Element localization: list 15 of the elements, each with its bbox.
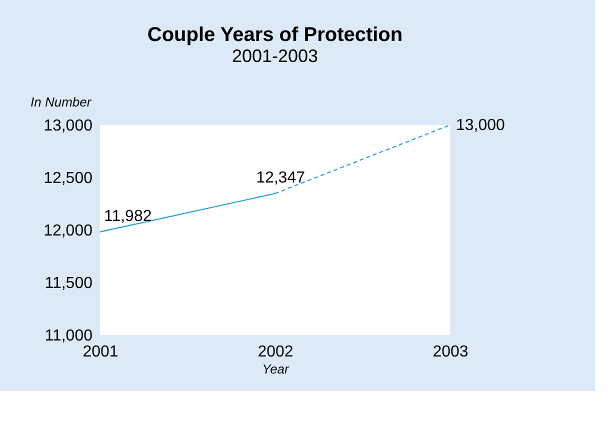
data-label: 11,982 <box>104 208 152 225</box>
chart-subtitle: 2001-2003 <box>232 46 318 66</box>
y-axis-title: In Number <box>30 94 92 110</box>
data-label: 13,000 <box>456 117 506 134</box>
x-axis-title: Year <box>262 362 290 376</box>
x-tick-label: 2002 <box>258 344 294 360</box>
data-label: 12,347 <box>256 170 306 187</box>
y-tick-label: 12,000 <box>44 222 93 240</box>
x-tick-label: 2003 <box>432 344 468 360</box>
y-tick-label: 13,000 <box>44 118 93 134</box>
chart-title: Couple Years of Protection <box>147 24 403 46</box>
y-tick-label: 12,500 <box>44 170 93 187</box>
y-tick-label: 11,500 <box>44 275 93 292</box>
x-tick-label: 2001 <box>82 344 118 360</box>
y-tick-label: 11,000 <box>44 328 93 344</box>
